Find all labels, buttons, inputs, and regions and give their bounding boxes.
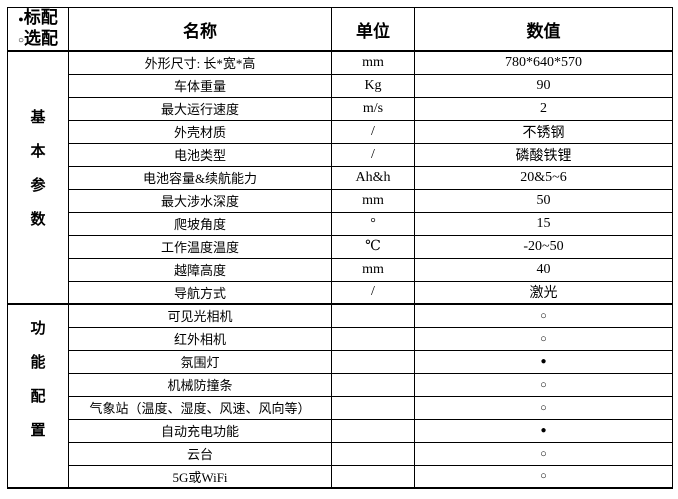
spec-name: 电池类型 <box>68 142 332 167</box>
table-row: 气象站（温度、湿度、风速、风向等） ○ <box>8 395 673 420</box>
spec-value: 2 <box>414 96 673 121</box>
table-row: 5G或WiFi ○ <box>8 464 673 489</box>
table-row: 最大涉水深度 mm 50 <box>8 188 673 213</box>
table-row: 外壳材质 / 不锈钢 <box>8 119 673 144</box>
table-row: 云台 ○ <box>8 441 673 466</box>
spec-unit <box>331 372 415 397</box>
table-row: 工作温度温度 ℃ -20~50 <box>8 234 673 259</box>
group-label-basic-params: 基本参数 <box>7 50 69 305</box>
option-marker-hollow: ○ <box>414 326 673 351</box>
spec-unit <box>331 441 415 466</box>
table-row: 导航方式 / 激光 <box>8 280 673 305</box>
spec-unit: ° <box>331 211 415 236</box>
legend-standard: ●标配 <box>10 8 66 29</box>
table-header-row: ●标配 ○选配 名称 单位 数值 <box>7 7 673 52</box>
option-marker-hollow: ○ <box>414 464 673 489</box>
spec-name: 工作温度温度 <box>68 234 332 259</box>
legend-optional-label: 选配 <box>24 29 59 48</box>
table-row: 红外相机 ○ <box>8 326 673 351</box>
group-label-function-config: 功能配置 <box>7 303 69 489</box>
spec-value: 20&5~6 <box>414 165 673 190</box>
spec-value: 90 <box>414 73 673 98</box>
spec-value: 40 <box>414 257 673 282</box>
table-row: 电池容量&续航能力 Ah&h 20&5~6 <box>8 165 673 190</box>
table-row: 基本参数外形尺寸: 长*宽*高 mm 780*640*570 <box>7 50 673 305</box>
table-row: 越障高度 mm 40 <box>8 257 673 282</box>
option-marker-hollow: ○ <box>414 441 673 466</box>
spec-value: 不锈钢 <box>414 119 673 144</box>
column-header-name: 名称 <box>68 7 332 52</box>
spec-name: 导航方式 <box>68 280 332 305</box>
legend-optional: ○选配 <box>10 29 66 49</box>
spec-unit <box>331 418 415 443</box>
table-row: 车体重量 Kg 90 <box>8 73 673 98</box>
spec-unit: Kg <box>331 73 415 98</box>
spec-name: 越障高度 <box>68 257 332 282</box>
table-row: 最大运行速度 m/s 2 <box>8 96 673 121</box>
table-row: 自动充电功能 ● <box>8 418 673 443</box>
spec-name: 最大涉水深度 <box>68 188 332 213</box>
spec-name: 5G或WiFi <box>68 464 332 489</box>
spec-name: 可见光相机 <box>68 303 332 328</box>
spec-unit: mm <box>331 257 415 282</box>
option-marker-filled: ● <box>414 418 673 443</box>
spec-unit: m/s <box>331 96 415 121</box>
option-marker-filled: ● <box>414 349 673 374</box>
spec-name: 气象站（温度、湿度、风速、风向等） <box>68 395 332 420</box>
spec-name: 最大运行速度 <box>68 96 332 121</box>
spec-name: 自动充电功能 <box>68 418 332 443</box>
hollow-circle-icon: ○ <box>17 35 25 46</box>
option-marker-hollow: ○ <box>414 395 673 420</box>
spec-name: 爬坡角度 <box>68 211 332 236</box>
spec-unit: Ah&h <box>331 165 415 190</box>
spec-unit: ℃ <box>331 234 415 259</box>
spec-table-body: 基本参数外形尺寸: 长*宽*高 mm 780*640*570 车体重量 Kg 90 最大运行… <box>7 50 673 489</box>
spec-unit <box>331 303 415 328</box>
spec-unit: / <box>331 142 415 167</box>
spec-name: 红外相机 <box>68 326 332 351</box>
legend-standard-label: 标配 <box>23 8 58 27</box>
spec-value: 磷酸铁锂 <box>414 142 673 167</box>
column-header-unit: 单位 <box>331 7 415 52</box>
spec-unit: mm <box>331 188 415 213</box>
legend-cell: ●标配 ○选配 <box>7 7 69 52</box>
spec-unit: / <box>331 280 415 305</box>
spec-unit <box>331 395 415 420</box>
filled-circle-icon: ● <box>18 14 24 24</box>
spec-name: 车体重量 <box>68 73 332 98</box>
spec-unit: mm <box>331 50 415 75</box>
spec-unit <box>331 349 415 374</box>
spec-value: 激光 <box>414 280 673 305</box>
spec-table: ●标配 ○选配 名称 单位 数值 基本参数外形尺寸: 长*宽*高 mm 780*64… <box>7 7 673 489</box>
option-marker-hollow: ○ <box>414 372 673 397</box>
spec-unit <box>331 326 415 351</box>
spec-value: 780*640*570 <box>414 50 673 75</box>
spec-unit <box>331 464 415 489</box>
spec-name: 云台 <box>68 441 332 466</box>
spec-value: 15 <box>414 211 673 236</box>
table-row: 机械防撞条 ○ <box>8 372 673 397</box>
table-row: 功能配置可见光相机 ○ <box>7 303 673 489</box>
spec-name: 氛围灯 <box>68 349 332 374</box>
spec-sheet-page: ●标配 ○选配 名称 单位 数值 基本参数外形尺寸: 长*宽*高 mm 780*64… <box>7 7 673 493</box>
spec-name: 外壳材质 <box>68 119 332 144</box>
column-header-value: 数值 <box>414 7 673 52</box>
spec-name: 电池容量&续航能力 <box>68 165 332 190</box>
spec-value: -20~50 <box>414 234 673 259</box>
option-marker-hollow: ○ <box>414 303 673 328</box>
table-row: 电池类型 / 磷酸铁锂 <box>8 142 673 167</box>
spec-value: 50 <box>414 188 673 213</box>
spec-unit: / <box>331 119 415 144</box>
table-row: 爬坡角度 ° 15 <box>8 211 673 236</box>
spec-name: 外形尺寸: 长*宽*高 <box>68 50 332 75</box>
spec-name: 机械防撞条 <box>68 372 332 397</box>
table-row: 氛围灯 ● <box>8 349 673 374</box>
